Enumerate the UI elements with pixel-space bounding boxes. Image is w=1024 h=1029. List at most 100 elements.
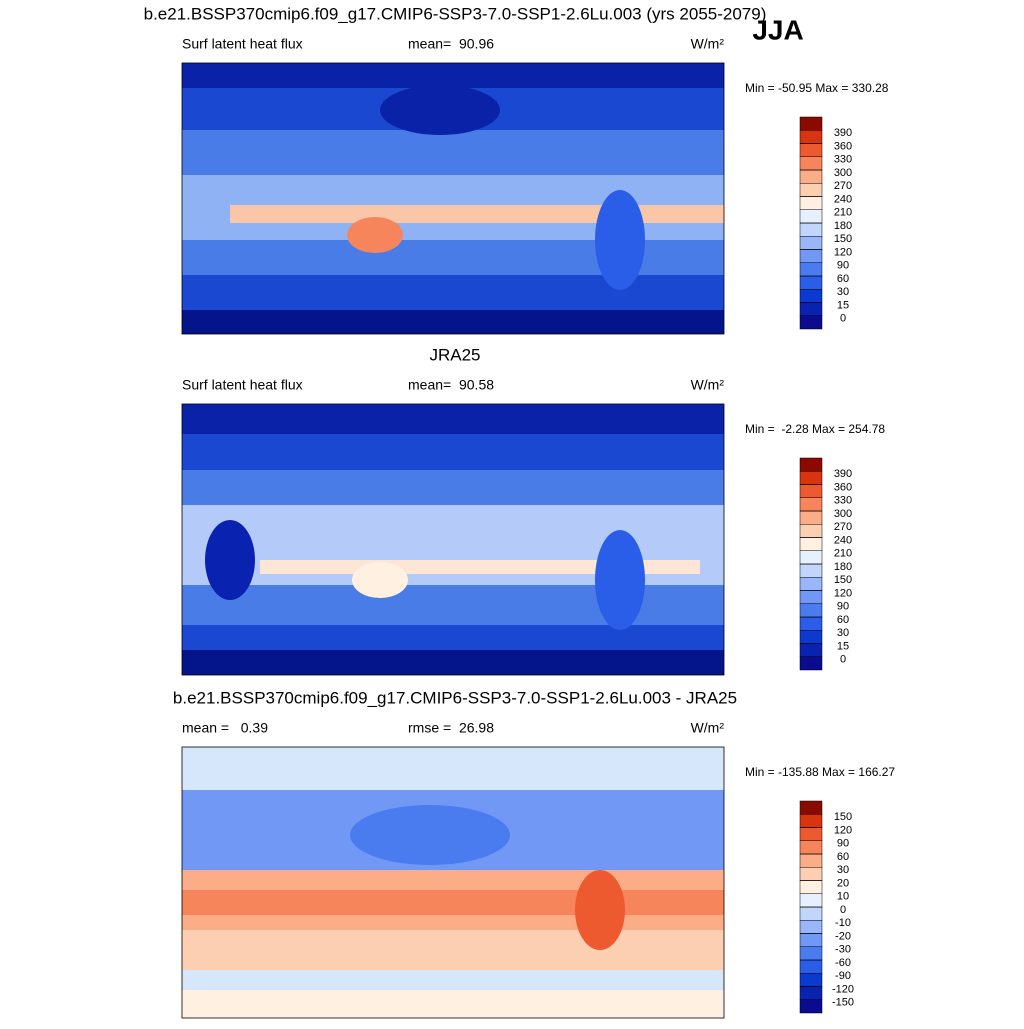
center-label: mean= 90.58 bbox=[408, 377, 494, 393]
colorbar-label: 240 bbox=[834, 534, 852, 546]
colorbar-label: 270 bbox=[834, 180, 852, 192]
center-label: rmse = 26.98 bbox=[408, 720, 494, 736]
colorbar-label: 90 bbox=[837, 601, 849, 613]
colorbar-label: 120 bbox=[834, 587, 852, 599]
colorbar-label: 150 bbox=[834, 233, 852, 245]
panel-title: JRA25 bbox=[429, 345, 480, 364]
colorbar-box bbox=[799, 484, 823, 498]
colorbar-label: 360 bbox=[834, 481, 852, 493]
colorbar-label: 180 bbox=[834, 220, 852, 232]
colorbar-box bbox=[799, 853, 823, 868]
colorbar-box bbox=[799, 222, 823, 237]
colorbar-box bbox=[799, 183, 823, 197]
colorbar-label: 210 bbox=[834, 548, 852, 560]
colorbar-label: 60 bbox=[837, 273, 849, 285]
colorbar-box bbox=[799, 814, 823, 828]
colorbar-label: 0 bbox=[840, 904, 846, 916]
colorbar-label: 120 bbox=[834, 246, 852, 258]
map-field bbox=[182, 63, 724, 1018]
colorbar-label: 180 bbox=[834, 561, 852, 573]
colorbar-box bbox=[799, 510, 823, 525]
colorbar-box bbox=[799, 550, 823, 565]
panel-title: b.e21.BSSP370cmip6.f09_g17.CMIP6-SSP3-7.… bbox=[144, 4, 767, 23]
colorbar-box bbox=[799, 275, 823, 290]
range-label: Min = -2.28 Max = 254.78 bbox=[745, 422, 885, 436]
colorbar-label: 15 bbox=[837, 299, 849, 311]
units-label: W/m² bbox=[691, 377, 725, 393]
colorbar-box bbox=[799, 315, 823, 330]
colorbar-box bbox=[799, 537, 823, 551]
colorbar-label: 150 bbox=[834, 811, 852, 823]
colorbar-box bbox=[799, 880, 823, 894]
colorbar-box bbox=[799, 196, 823, 210]
colorbar-label: 300 bbox=[834, 508, 852, 520]
colorbar-label: 150 bbox=[834, 574, 852, 586]
colorbar-box bbox=[799, 920, 823, 934]
colorbar-label: -60 bbox=[835, 957, 851, 969]
colorbar-box bbox=[799, 656, 823, 671]
colorbar-label: 120 bbox=[834, 824, 852, 836]
colorbar-label: 30 bbox=[837, 864, 849, 876]
colorbar-label: 90 bbox=[837, 260, 849, 272]
colorbar-label: 0 bbox=[840, 313, 846, 325]
colorbar-box bbox=[799, 524, 823, 538]
colorbar-box bbox=[799, 946, 823, 961]
colorbar-box bbox=[799, 973, 823, 987]
colorbar-label: 15 bbox=[837, 640, 849, 652]
colorbar-box bbox=[799, 262, 823, 277]
colorbar-label: 300 bbox=[834, 167, 852, 179]
colorbar-box bbox=[799, 986, 823, 1000]
center-label: mean= 90.96 bbox=[408, 36, 494, 52]
colorbar-label: 30 bbox=[837, 627, 849, 639]
colorbar-box bbox=[799, 893, 823, 908]
left-label: Surf latent heat flux bbox=[182, 36, 303, 52]
colorbar-box bbox=[799, 156, 823, 171]
colorbar-box bbox=[799, 867, 823, 881]
colorbar-label: 330 bbox=[834, 495, 852, 507]
colorbar-label: 10 bbox=[837, 891, 849, 903]
colorbar-box bbox=[799, 289, 823, 303]
colorbar-box bbox=[799, 643, 823, 657]
colorbar-box bbox=[799, 616, 823, 631]
colorbar-box bbox=[799, 933, 823, 947]
colorbar-box bbox=[799, 840, 823, 855]
units-label: W/m² bbox=[691, 36, 725, 52]
colorbar-label: -90 bbox=[835, 970, 851, 982]
colorbar-box bbox=[799, 906, 823, 921]
colorbar-label: 0 bbox=[840, 654, 846, 666]
season-label: JJA bbox=[752, 14, 803, 45]
colorbar-box bbox=[799, 236, 823, 250]
colorbar-box bbox=[799, 563, 823, 578]
colorbar-box bbox=[799, 130, 823, 144]
colorbar-label: -30 bbox=[835, 944, 851, 956]
colorbar-box bbox=[799, 800, 823, 815]
colorbar-label: 240 bbox=[834, 193, 852, 205]
colorbar-box bbox=[799, 457, 823, 472]
units-label: W/m² bbox=[691, 720, 725, 736]
colorbar-label: 390 bbox=[834, 127, 852, 139]
colorbar-label: 60 bbox=[837, 851, 849, 863]
panel-title: b.e21.BSSP370cmip6.f09_g17.CMIP6-SSP3-7.… bbox=[173, 688, 737, 707]
colorbar-box bbox=[799, 249, 823, 263]
colorbar-box bbox=[799, 497, 823, 512]
left-label: Surf latent heat flux bbox=[182, 377, 303, 393]
colorbar-label: 20 bbox=[837, 877, 849, 889]
colorbar-box bbox=[799, 302, 823, 316]
colorbar-box bbox=[799, 590, 823, 604]
colorbar-label: -10 bbox=[835, 917, 851, 929]
colorbar-box bbox=[799, 999, 823, 1014]
range-label: Min = -135.88 Max = 166.27 bbox=[745, 765, 895, 779]
colorbar-label: -20 bbox=[835, 930, 851, 942]
range-label: Min = -50.95 Max = 330.28 bbox=[745, 81, 889, 95]
colorbar-label: -120 bbox=[832, 983, 854, 995]
colorbar-label: 330 bbox=[834, 154, 852, 166]
colorbar-box bbox=[799, 603, 823, 618]
colorbar-box bbox=[799, 169, 823, 184]
colorbar-label: 90 bbox=[837, 838, 849, 850]
colorbar-box bbox=[799, 209, 823, 224]
colorbar-label: -150 bbox=[832, 997, 854, 1009]
colorbar-box bbox=[799, 630, 823, 644]
left-label: mean = 0.39 bbox=[182, 720, 268, 736]
colorbar-box bbox=[799, 471, 823, 485]
